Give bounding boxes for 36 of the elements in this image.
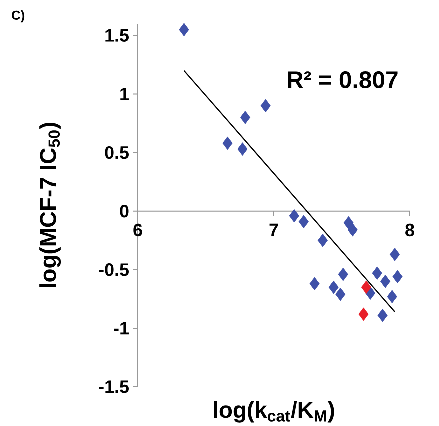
point xyxy=(289,209,300,223)
y-tick-label: 1.5 xyxy=(106,29,129,42)
y-tick-label: -0.5 xyxy=(99,263,129,276)
x-tick-label: 8 xyxy=(406,224,414,236)
point xyxy=(372,266,382,280)
point xyxy=(380,274,391,288)
point xyxy=(179,23,190,36)
point xyxy=(328,280,339,294)
point xyxy=(348,223,358,237)
point xyxy=(344,216,354,230)
point xyxy=(392,270,403,284)
y-axis-title: log(MCF-7 IC$_{50}$) xyxy=(40,122,62,288)
point xyxy=(238,142,248,156)
point xyxy=(240,110,250,124)
y-tick-label: -1 xyxy=(114,322,129,335)
x-tick-label: 7 xyxy=(270,224,278,236)
text: C) xyxy=(12,10,25,22)
point xyxy=(378,308,388,322)
point xyxy=(358,308,369,321)
point xyxy=(222,136,233,150)
point xyxy=(361,280,372,294)
y-tick-label: 0 xyxy=(120,204,129,218)
point xyxy=(336,288,346,302)
point xyxy=(310,277,320,291)
point xyxy=(298,215,309,228)
annotation: R² = 0.807 xyxy=(288,71,398,88)
point xyxy=(387,290,398,304)
point xyxy=(390,248,400,262)
point xyxy=(338,268,348,282)
point xyxy=(260,99,271,113)
y-tick-label: 0.5 xyxy=(105,146,129,160)
x-tick-label: 6 xyxy=(134,224,142,236)
point xyxy=(318,234,328,248)
y-tick-label: -1.5 xyxy=(99,380,129,394)
y-tick-label: 1 xyxy=(120,88,129,100)
x-axis-title: log(k$_{cat}$/K$_{M}$) xyxy=(214,401,334,423)
